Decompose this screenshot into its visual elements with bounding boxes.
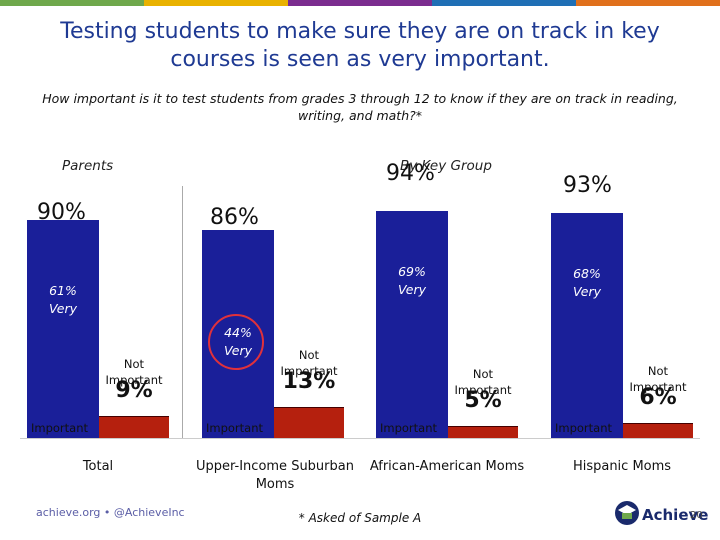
pct-not-important-3: 6%	[639, 385, 677, 411]
parents-label: Parents	[62, 158, 114, 174]
label-important-1: Important	[206, 421, 264, 435]
category-label-1: Upper-Income Suburban Moms	[196, 459, 354, 492]
bar-important-2	[376, 210, 448, 438]
page-number: 20	[690, 510, 703, 521]
pct-important-3: 93%	[563, 172, 612, 198]
category-label-3: Hispanic Moms	[572, 459, 672, 474]
pct-not-important-2: 5%	[464, 387, 502, 413]
achieve-brand: Achieve	[642, 506, 709, 524]
color-strip-segment	[0, 0, 144, 6]
pct-not-important-0: 9%	[115, 378, 153, 404]
label-not-important-0: Not Important	[105, 357, 163, 388]
bar-not-important-0	[99, 416, 169, 439]
label-important-3: Important	[555, 421, 613, 435]
label-not-important-3: Not Important	[629, 364, 687, 395]
bar-important-0	[27, 220, 99, 438]
label-very-0: 61% Very	[48, 283, 78, 317]
baseline	[20, 438, 700, 439]
bar-not-important-1	[274, 406, 344, 439]
bar-not-important-2	[448, 425, 518, 439]
label-not-important-2: Not Important	[454, 366, 512, 397]
survey-question: How important is it to test students fro…	[42, 91, 678, 123]
color-strip-segment	[576, 0, 720, 6]
color-strip-segment	[432, 0, 576, 6]
highlight-circle	[208, 313, 264, 370]
footnote: * Asked of Sample A	[298, 511, 422, 525]
key-group-label: By Key Group	[400, 158, 492, 174]
category-label-0: Total	[82, 459, 114, 474]
slide-title: Testing students to make sure they are o…	[60, 19, 660, 72]
pct-not-important-1: 13%	[282, 368, 336, 394]
label-important-0: Important	[31, 421, 89, 435]
section-divider	[182, 186, 183, 438]
bar-not-important-3	[623, 423, 693, 439]
color-strip	[0, 0, 720, 6]
color-strip-segment	[144, 0, 288, 6]
bar-important-3	[551, 212, 623, 438]
label-very-2: 69% Very	[397, 264, 427, 298]
pct-important-0: 90%	[37, 200, 86, 226]
label-important-2: Important	[380, 421, 438, 435]
color-strip-segment	[288, 0, 432, 6]
footer-links: achieve.org • @AchieveInc	[36, 506, 185, 519]
label-not-important-1: Not Important	[280, 347, 338, 378]
pct-important-2: 94%	[386, 160, 435, 186]
category-label-2: African-American Moms	[369, 459, 525, 474]
achieve-logo-icon	[615, 501, 639, 525]
pct-important-1: 86%	[210, 204, 259, 230]
label-very-3: 68% Very	[572, 266, 602, 300]
